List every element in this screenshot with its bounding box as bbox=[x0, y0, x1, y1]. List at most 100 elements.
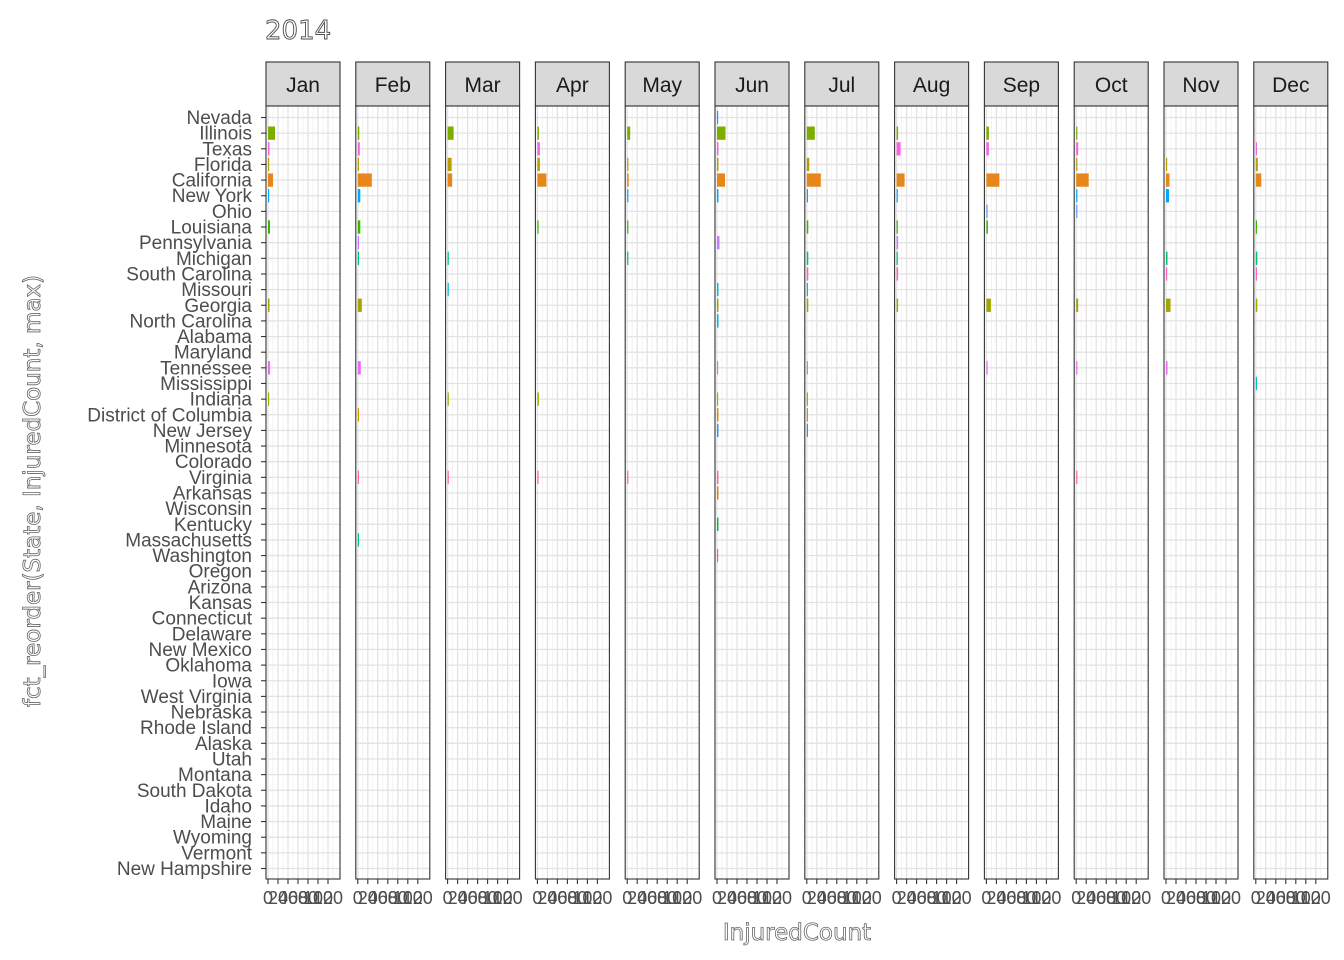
x-tick-label: 120 bbox=[852, 888, 882, 908]
x-tick-label: 60 bbox=[917, 888, 937, 908]
bar-apr-florida bbox=[537, 157, 540, 172]
x-tick-label: 40 bbox=[1176, 888, 1196, 908]
x-tick-label: 120 bbox=[762, 888, 792, 908]
y-tick-label-delaware: Delaware bbox=[172, 624, 252, 645]
bar-jun-illinois bbox=[717, 126, 726, 140]
x-tick-label: 100 bbox=[1021, 888, 1051, 908]
panel-border bbox=[804, 105, 880, 880]
x-tick-label: 80 bbox=[747, 888, 767, 908]
bar-jun-washington bbox=[717, 548, 719, 563]
bar-aug-california bbox=[896, 173, 905, 187]
bar-may-california bbox=[627, 173, 629, 187]
bar-feb-pennsylvania bbox=[357, 236, 359, 250]
x-tick-label: 0 bbox=[1071, 888, 1081, 908]
bar-jan-louisiana bbox=[268, 220, 270, 234]
bar-sep-louisiana bbox=[986, 220, 988, 234]
y-tick-label-idaho: Idaho bbox=[204, 796, 252, 817]
bar-jan-indiana bbox=[268, 392, 270, 406]
x-tick-label: 0 bbox=[1161, 888, 1171, 908]
bar-may-michigan bbox=[627, 251, 629, 265]
bar-jun-california bbox=[717, 173, 725, 187]
y-tick-label-south-dakota: South Dakota bbox=[137, 781, 253, 802]
y-tick-label-kentucky: Kentucky bbox=[174, 515, 253, 536]
bar-jan-illinois bbox=[268, 126, 275, 140]
bar-jul-florida bbox=[806, 157, 810, 172]
facet-strip-nov bbox=[1163, 61, 1239, 107]
y-tick-label-minnesota: Minnesota bbox=[164, 437, 252, 458]
bar-jul-south-carolina bbox=[806, 267, 809, 281]
x-tick-label: 0 bbox=[443, 888, 453, 908]
bar-jan-texas bbox=[268, 142, 270, 156]
x-tick-label: 20 bbox=[897, 888, 917, 908]
y-tick-label-north-carolina: North Carolina bbox=[130, 311, 253, 332]
x-tick-label: 120 bbox=[493, 888, 523, 908]
facet-strip-jun bbox=[714, 61, 790, 107]
bar-jun-kentucky bbox=[717, 517, 719, 531]
x-tick-label: 40 bbox=[907, 888, 927, 908]
y-tick-label-missouri: Missouri bbox=[181, 280, 252, 301]
bar-jul-missouri bbox=[806, 282, 808, 297]
y-tick-label-west-virginia: West Virginia bbox=[141, 687, 253, 708]
bar-oct-georgia bbox=[1076, 298, 1079, 312]
bar-aug-new-york bbox=[896, 189, 898, 203]
bar-feb-louisiana bbox=[357, 220, 361, 234]
bar-feb-florida bbox=[357, 157, 359, 172]
bar-apr-virginia bbox=[537, 470, 539, 485]
y-tick-label-illinois: Illinois bbox=[199, 124, 252, 145]
bar-jul-california bbox=[806, 173, 821, 187]
bar-jan-florida bbox=[268, 157, 270, 172]
panel-border bbox=[1163, 105, 1239, 880]
bar-jun-texas bbox=[717, 142, 719, 156]
x-tick-label: 20 bbox=[268, 888, 288, 908]
bar-oct-new-york bbox=[1076, 189, 1078, 203]
bar-oct-texas bbox=[1076, 142, 1079, 156]
bar-feb-california bbox=[357, 173, 372, 187]
y-tick-label-tennessee: Tennessee bbox=[160, 358, 252, 379]
y-tick-label-colorado: Colorado bbox=[175, 452, 252, 473]
x-tick-label: 0 bbox=[622, 888, 632, 908]
bar-dec-georgia bbox=[1255, 298, 1258, 312]
bar-mar-illinois bbox=[447, 126, 454, 140]
x-tick-label: 60 bbox=[468, 888, 488, 908]
bar-jun-florida bbox=[717, 157, 719, 172]
bar-jun-missouri bbox=[717, 282, 719, 297]
bar-aug-georgia bbox=[896, 298, 899, 312]
facet-strip-label: Apr bbox=[556, 74, 589, 97]
bar-feb-massachusetts bbox=[357, 533, 359, 547]
bar-sep-california bbox=[986, 173, 1000, 187]
x-tick-label: 0 bbox=[981, 888, 991, 908]
bar-jun-nevada bbox=[717, 110, 719, 125]
y-tick-label-wyoming: Wyoming bbox=[173, 828, 252, 849]
y-tick-label-california: California bbox=[172, 171, 253, 192]
facet-strip-jul bbox=[804, 61, 880, 107]
facet-strip-feb bbox=[355, 61, 431, 107]
x-tick-label: 20 bbox=[627, 888, 647, 908]
bar-apr-california bbox=[537, 173, 547, 187]
bar-aug-illinois bbox=[896, 126, 899, 140]
bar-may-illinois bbox=[627, 126, 631, 140]
facet-strip-mar bbox=[445, 61, 521, 107]
bar-nov-georgia bbox=[1166, 298, 1171, 312]
x-tick-label: 80 bbox=[1106, 888, 1126, 908]
facet-strip-label: Nov bbox=[1182, 74, 1220, 97]
panel-border bbox=[1253, 105, 1329, 880]
bar-jul-georgia bbox=[806, 298, 809, 312]
x-tick-label: 0 bbox=[802, 888, 812, 908]
bar-jun-georgia bbox=[717, 298, 719, 312]
bar-nov-california bbox=[1166, 173, 1170, 187]
panel-border bbox=[445, 105, 521, 880]
bar-sep-texas bbox=[986, 142, 989, 156]
bar-nov-south-carolina bbox=[1166, 267, 1168, 281]
bar-nov-florida bbox=[1166, 157, 1168, 172]
y-tick-label-new-mexico: New Mexico bbox=[149, 640, 252, 661]
y-tick-label-indiana: Indiana bbox=[190, 390, 253, 411]
bar-apr-texas bbox=[537, 142, 540, 156]
x-tick-label: 100 bbox=[1291, 888, 1321, 908]
bar-jan-new-york bbox=[268, 189, 270, 203]
bar-dec-michigan bbox=[1255, 251, 1258, 265]
panel-border bbox=[624, 105, 700, 880]
x-tick-label: 100 bbox=[1201, 888, 1231, 908]
